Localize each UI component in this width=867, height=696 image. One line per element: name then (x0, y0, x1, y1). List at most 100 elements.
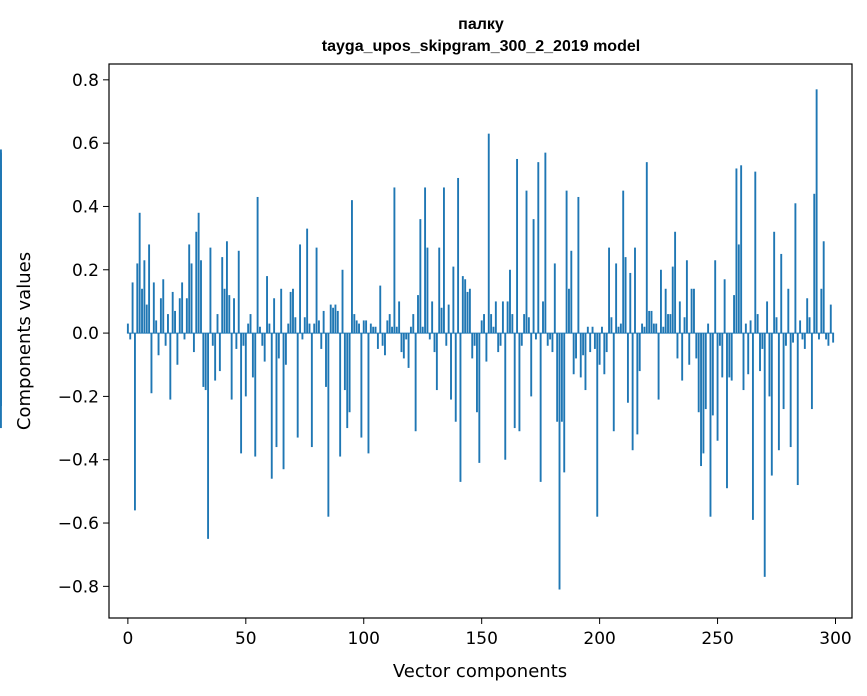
bar-168 (523, 314, 526, 334)
bar-250 (716, 333, 719, 441)
bar-282 (792, 333, 794, 343)
bar-274 (773, 231, 776, 334)
bar-16 (164, 333, 167, 346)
bar-166 (518, 333, 521, 432)
bar-102 (367, 333, 370, 454)
y-tick-label: −0.2 (58, 387, 99, 407)
bar-37 (214, 333, 217, 381)
bar-26 (188, 244, 191, 334)
bar-242 (697, 333, 700, 413)
bar-177 (544, 152, 547, 334)
bar-251 (718, 333, 721, 346)
bar-48 (240, 333, 243, 454)
bar-172 (532, 219, 535, 334)
bar-3 (134, 333, 136, 511)
bar-248 (711, 333, 714, 416)
bar-156 (494, 301, 497, 334)
bar-144 (466, 291, 469, 334)
bar-280 (787, 288, 790, 334)
bar-110 (386, 320, 389, 334)
bar-188 (570, 250, 573, 334)
bar-18 (169, 333, 172, 400)
bar-215 (634, 247, 636, 334)
bar-208 (617, 326, 620, 334)
bar-96 (353, 314, 356, 334)
bar-99 (360, 333, 363, 438)
bar-2 (131, 282, 134, 334)
chart-subtitle: tayga_upos_skipgram_300_2_2019 model (322, 38, 640, 55)
bar-23 (181, 282, 184, 334)
bar-241 (695, 333, 698, 359)
bar-199 (596, 333, 599, 517)
bar-45 (233, 298, 235, 334)
bar-240 (693, 288, 695, 334)
bar-213 (629, 272, 632, 334)
bar-211 (624, 257, 627, 334)
bar-39 (218, 333, 221, 372)
bar-290 (810, 333, 813, 410)
bar-20 (174, 310, 176, 334)
bar-147 (473, 333, 476, 346)
bar-178 (546, 333, 549, 346)
bar-155 (492, 326, 495, 334)
bar-150 (480, 320, 483, 334)
bar-27 (190, 263, 193, 334)
bar-169 (525, 190, 528, 334)
bar-63 (275, 333, 278, 448)
bar-160 (504, 333, 507, 460)
bar-40 (221, 257, 224, 334)
bar-116 (400, 333, 403, 353)
bar-64 (277, 333, 280, 359)
bar-82 (320, 333, 323, 349)
bar-210 (622, 190, 625, 334)
bar-236 (683, 317, 686, 334)
bar-261 (742, 333, 745, 391)
bar-194 (584, 333, 587, 391)
bar-62 (273, 298, 276, 334)
bar-233 (676, 333, 679, 359)
bar-75 (303, 317, 306, 334)
bar-43 (228, 295, 231, 334)
bar-286 (801, 333, 804, 340)
x-axis-label: Vector components (393, 661, 567, 682)
bar-119 (407, 333, 410, 368)
bar-267 (756, 314, 759, 334)
y-tick-label: −0.6 (58, 514, 99, 534)
bar-187 (568, 288, 570, 334)
bar-undefined (0, 212, 2, 334)
bar-246 (707, 323, 710, 334)
bar-28 (192, 333, 195, 353)
bar-142 (461, 276, 464, 334)
bar-154 (490, 314, 493, 334)
bar-107 (379, 285, 382, 334)
bar-163 (511, 314, 514, 334)
bar-276 (777, 333, 780, 451)
bar-203 (605, 333, 608, 353)
bar-41 (223, 288, 226, 334)
bar-244 (702, 333, 705, 454)
bar-8 (145, 304, 148, 334)
bar-86 (329, 304, 332, 334)
bar-57 (261, 333, 264, 346)
bar-202 (603, 333, 606, 375)
bar-76 (306, 228, 309, 334)
bar-13 (157, 333, 160, 356)
bar-235 (681, 333, 684, 381)
bar-256 (730, 333, 733, 381)
bar-181 (553, 263, 556, 334)
bar-98 (358, 323, 360, 334)
bar-264 (749, 320, 752, 334)
bar-93 (346, 333, 349, 429)
bar-11 (152, 282, 155, 334)
bar-134 (443, 187, 445, 334)
bar-185 (563, 333, 566, 473)
bar-258 (735, 168, 738, 334)
y-tick-label: 0.4 (72, 197, 99, 217)
bar-158 (499, 333, 502, 346)
bar-198 (593, 333, 596, 349)
bar-161 (506, 301, 509, 334)
bar-165 (516, 158, 519, 334)
bar-254 (726, 333, 728, 489)
bar-71 (294, 317, 297, 334)
bar-200 (598, 333, 601, 365)
